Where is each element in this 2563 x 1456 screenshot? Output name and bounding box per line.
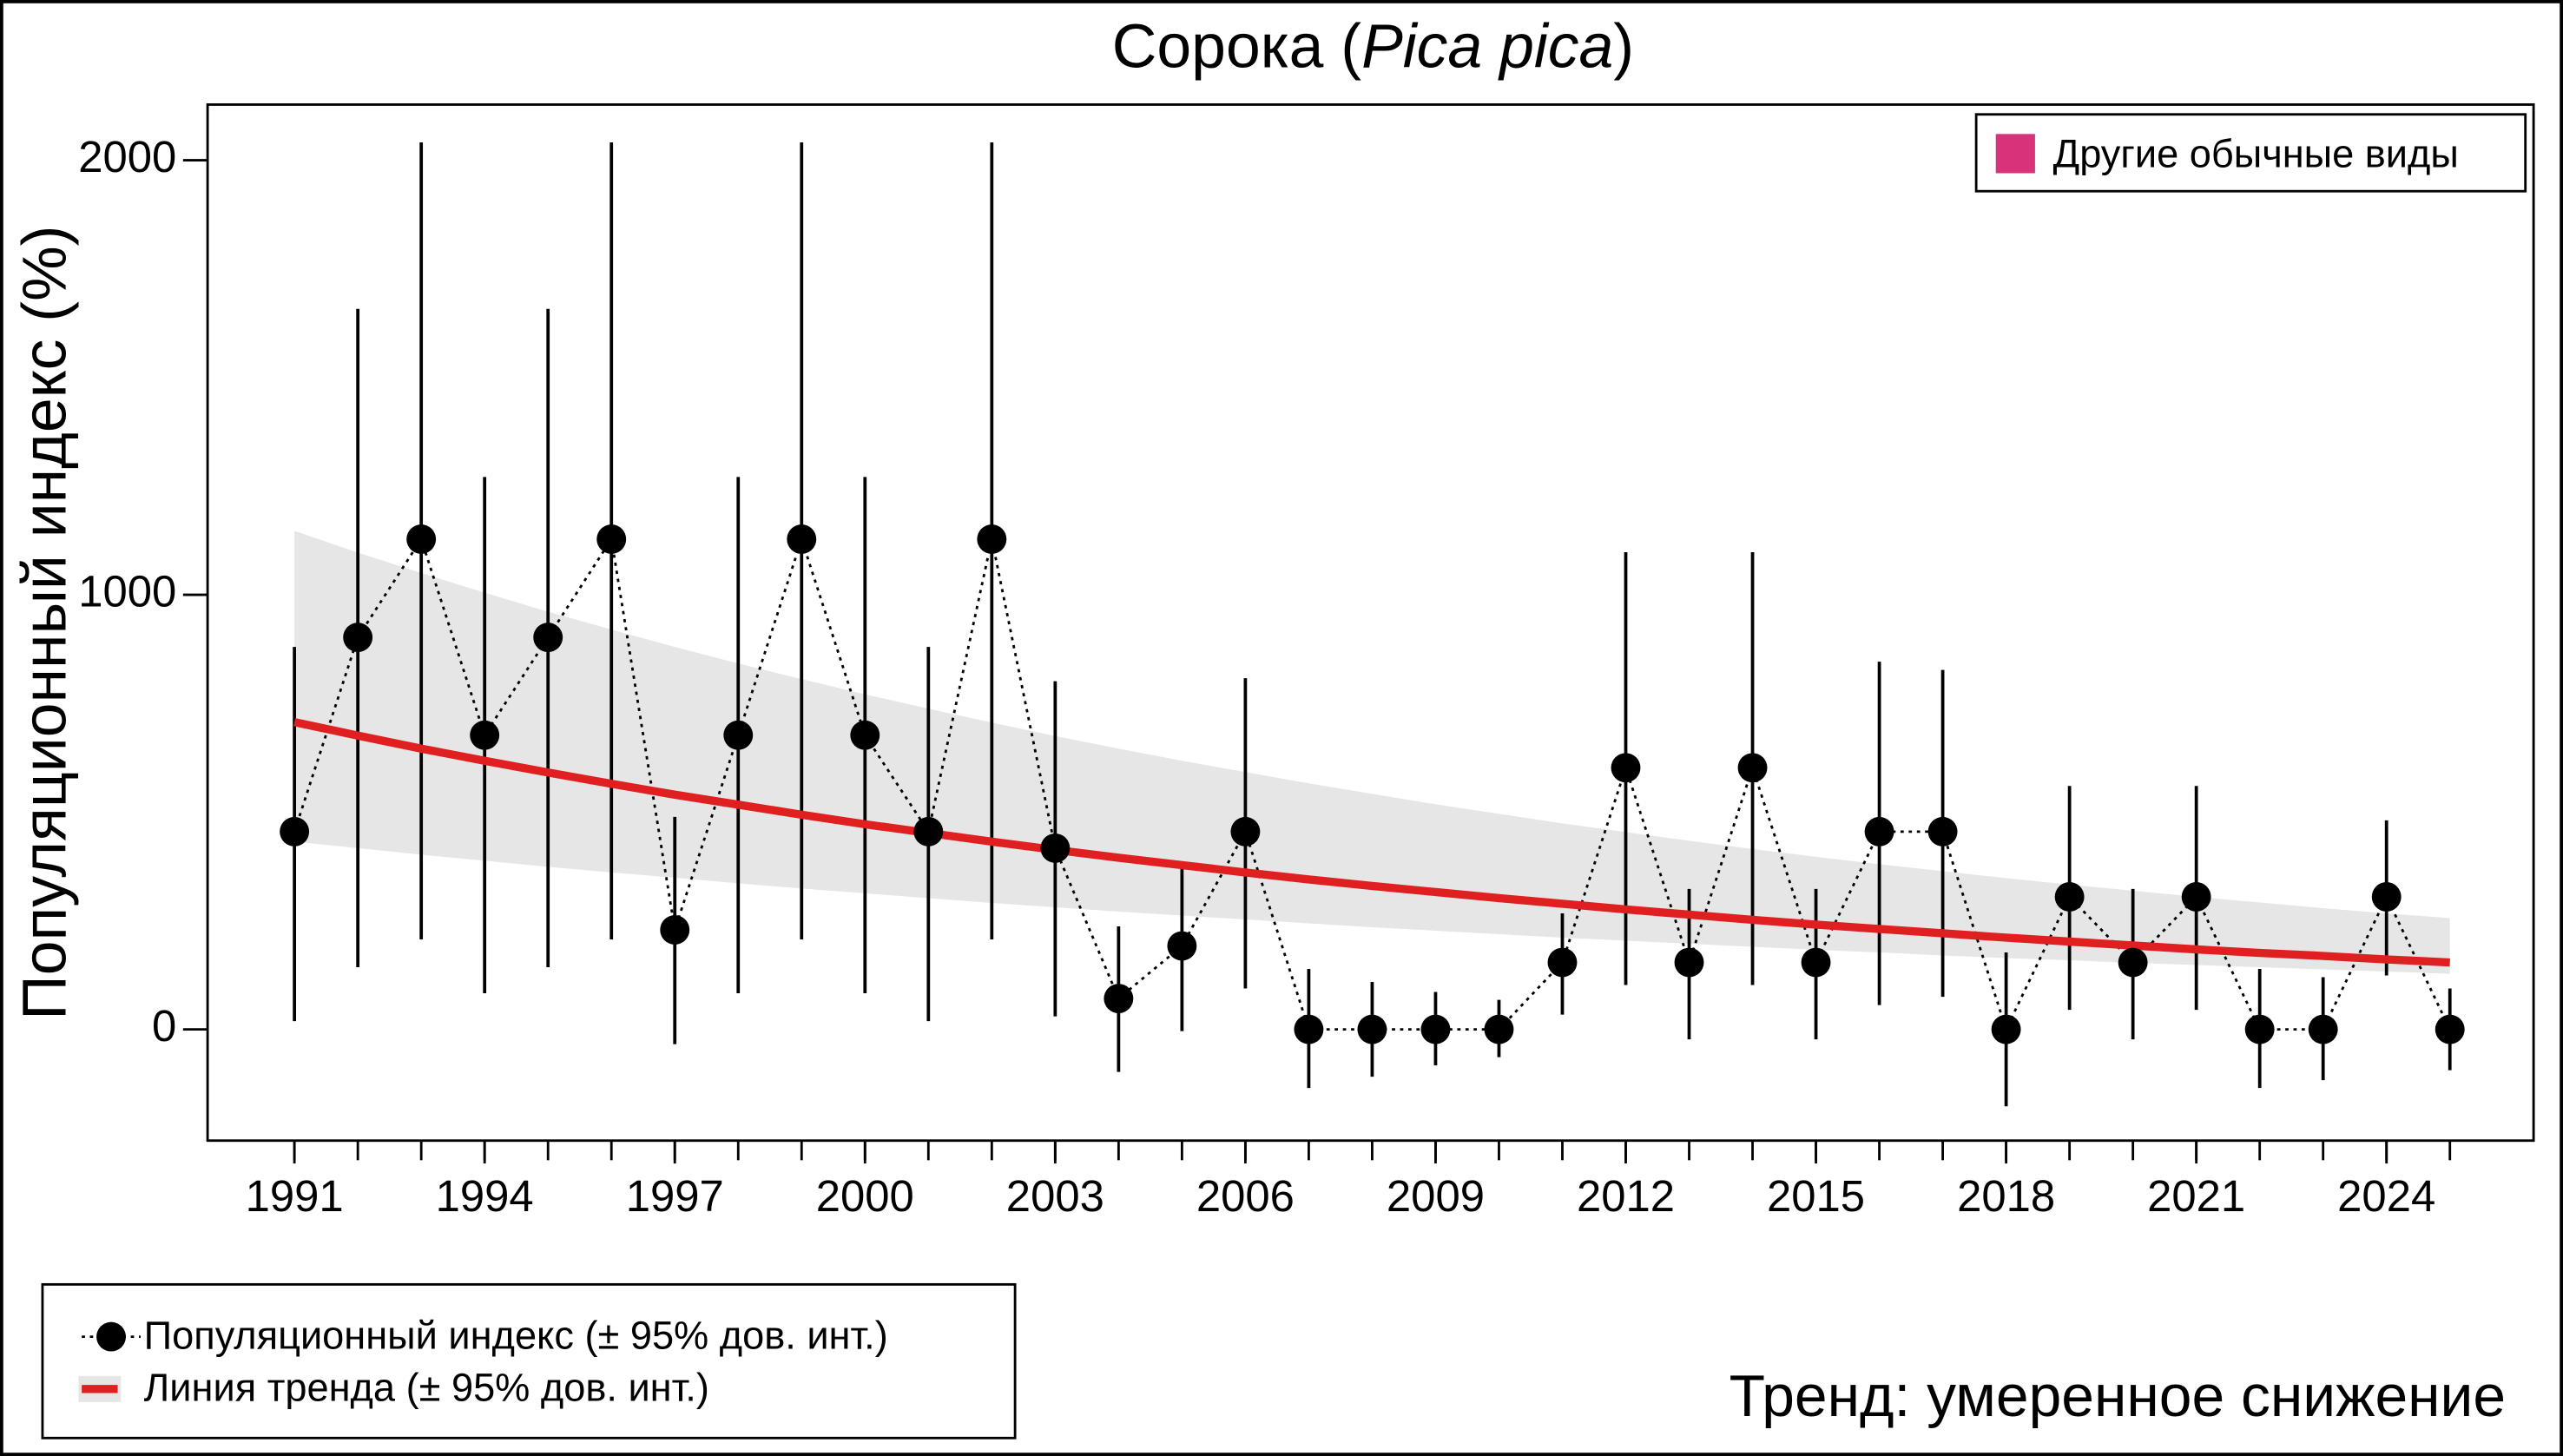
index-point [850,720,880,750]
index-point [1420,1014,1451,1044]
x-tick-label: 1994 [436,1171,534,1221]
x-tick-label: 2015 [1767,1171,1865,1221]
legend-label: Популяционный индекс (± 95% дов. инт.) [144,1313,888,1357]
index-point [977,524,1007,554]
index-point [723,720,754,750]
index-point [1611,753,1641,783]
y-tick-label: 0 [152,1001,176,1051]
legend-swatch [96,1321,126,1352]
index-line [293,535,2451,1033]
chart-title: Сорока (Pica pica) [1112,11,1634,81]
index-point [2118,947,2148,978]
index-point [1104,984,1134,1014]
x-tick-label: 2012 [1577,1171,1675,1221]
confidence-band [294,530,2450,974]
index-point [1737,753,1768,783]
y-axis-label: Популяционный индекс (%) [10,225,79,1019]
x-tick-label: 2003 [1006,1171,1104,1221]
index-point [470,720,500,750]
index-point [1927,816,1958,847]
index-point [2308,1014,2338,1044]
x-tick-label: 2021 [2147,1171,2245,1221]
index-point [660,915,690,945]
legend-label: Другие обычные виды [2053,132,2459,176]
legend-label: Линия тренда (± 95% дов. инт.) [144,1366,709,1410]
x-tick-label: 1991 [246,1171,344,1221]
index-point [2435,1014,2465,1044]
index-point [1230,816,1261,847]
x-tick-label: 1997 [626,1171,724,1221]
title-part: Pica pica [1361,11,1613,81]
x-tick-label: 2000 [816,1171,914,1221]
index-point [1864,816,1894,847]
title-part: Сорока ( [1112,11,1362,81]
index-point [1991,1014,2021,1044]
trend-line [293,718,2450,967]
legend-swatch [1995,134,2035,174]
index-point [1167,931,1197,961]
index-point [787,524,817,554]
index-point [1294,1014,1324,1044]
legend-box [1974,113,2527,193]
x-tick-label: 2009 [1387,1171,1485,1221]
index-point [1547,947,1578,978]
index-point [533,623,563,653]
index-point [596,524,627,554]
plot [280,142,2465,1107]
index-point [1484,1014,1514,1044]
index-point [1674,947,1704,978]
index-point [343,623,373,653]
x-tick-label: 2006 [1196,1171,1295,1221]
plot-border [206,103,2535,1143]
legend-box [41,1282,1017,1440]
index-point [2244,1014,2275,1044]
index-point [1357,1014,1387,1044]
y-tick-label: 1000 [78,566,176,616]
index-point [913,816,944,847]
index-point [280,816,310,847]
x-tick-label: 2018 [1957,1171,2055,1221]
index-point [2054,882,2085,912]
index-point [1040,833,1071,863]
index-point [2181,882,2211,912]
index-point [1801,947,1831,978]
title-part: ) [1613,11,1634,81]
trend-annotation: Тренд: умеренное снижение [1730,1364,2506,1429]
x-tick-label: 2024 [2337,1171,2435,1221]
y-tick-label: 2000 [78,132,176,181]
index-point [406,524,437,554]
index-point [2371,882,2402,912]
